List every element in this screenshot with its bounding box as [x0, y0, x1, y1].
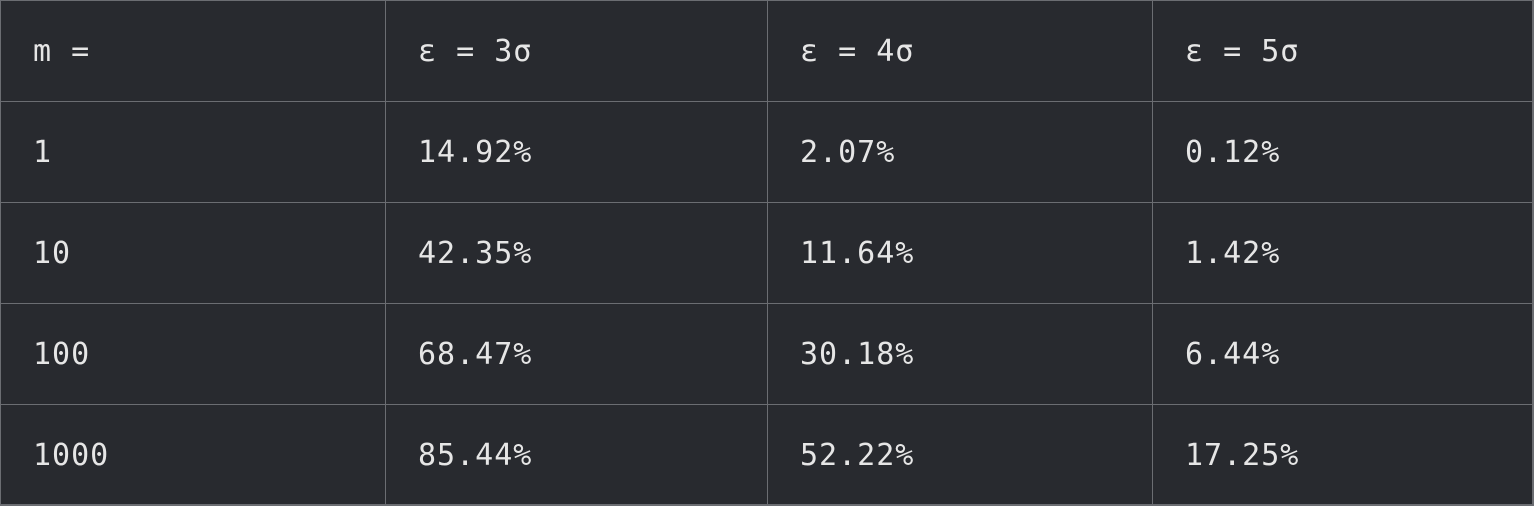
table-cell: 0.12%	[1185, 134, 1281, 170]
table-cell-m: 10	[1, 203, 386, 303]
table-cell: 2.07%	[768, 102, 1153, 202]
table-row: 1 14.92% 2.07% 0.12%	[1, 102, 1532, 203]
table-row: 1000 85.44% 52.22% 17.25%	[1, 405, 1532, 506]
table-cell: 85.44%	[386, 405, 768, 506]
table-cell: 30.18%	[768, 304, 1153, 404]
table-header-row: m = ε = 3σ ε = 4σ ε = 5σ	[1, 1, 1532, 102]
header-cell-eps-3sigma: ε = 3σ	[386, 1, 768, 101]
table-cell: 68.47%	[386, 304, 768, 404]
table-row: 10 42.35% 11.64% 1.42%	[1, 203, 1532, 304]
table-cell-m: 100	[1, 304, 386, 404]
table-cell: 6.44%	[1185, 336, 1281, 372]
table-cell: 1.42%	[1185, 235, 1281, 271]
header-cell-eps-4sigma: ε = 4σ	[768, 1, 1153, 101]
header-cell-eps-5sigma: ε = 5σ	[1185, 33, 1300, 69]
table-cell: 11.64%	[768, 203, 1153, 303]
table-row: 100 68.47% 30.18% 6.44%	[1, 304, 1532, 405]
table-cell-m: 1000	[1, 405, 386, 506]
header-cell-m: m =	[1, 1, 386, 101]
table-cell: 14.92%	[386, 102, 768, 202]
table-cell: 52.22%	[768, 405, 1153, 506]
table-cell: 42.35%	[386, 203, 768, 303]
table-cell: 17.25%	[1185, 438, 1300, 473]
table-cell-m: 1	[1, 102, 386, 202]
